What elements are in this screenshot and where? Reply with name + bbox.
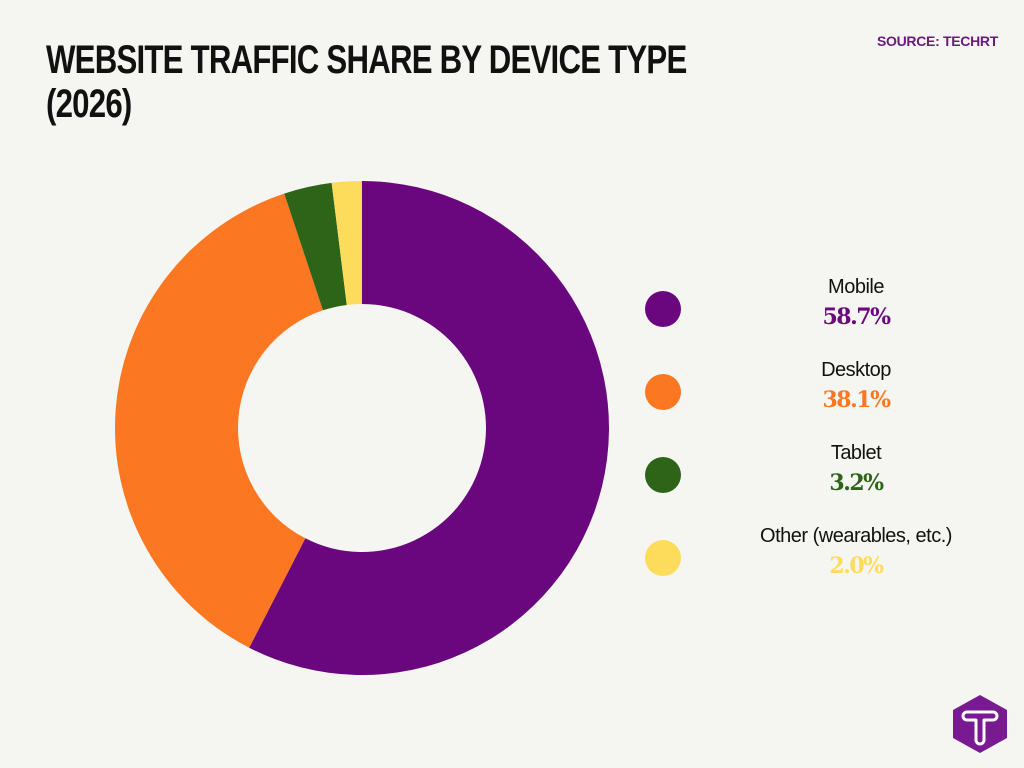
donut-segment-tablet (284, 182, 347, 311)
legend-value: 58.7% (822, 304, 892, 330)
brand-logo-icon (953, 695, 1007, 753)
legend: Mobile 58.7% Desktop 38.1% Tablet 3.2% O… (640, 272, 952, 604)
legend-value: 3.2% (829, 470, 884, 496)
chart-title: WEBSITE TRAFFIC SHARE BY DEVICE TYPE (20… (46, 38, 717, 126)
chart-title-line2: (2026) (46, 82, 132, 126)
source-label: SOURCE: TECHRT (876, 33, 998, 49)
legend-item-mobile: Mobile 58.7% (640, 272, 950, 355)
legend-swatch-other (645, 540, 681, 576)
legend-value: 2.0% (829, 553, 884, 579)
legend-value: 38.1% (822, 387, 892, 413)
legend-label: Tablet (830, 442, 882, 464)
legend-item-desktop: Desktop 38.1% (640, 355, 950, 438)
donut-segment-other (331, 181, 362, 305)
legend-label: Desktop (821, 359, 891, 381)
legend-item-tablet: Tablet 3.2% (640, 438, 950, 521)
legend-swatch-desktop (645, 374, 681, 410)
donut-segment-desktop (114, 193, 323, 648)
chart-title-line1: WEBSITE TRAFFIC SHARE BY DEVICE TYPE (46, 38, 687, 82)
donut-segment-mobile (249, 181, 609, 675)
legend-swatch-tablet (645, 457, 681, 493)
legend-label: Other (wearables, etc.) (760, 525, 952, 547)
legend-item-other: Other (wearables, etc.) 2.0% (640, 521, 952, 604)
legend-swatch-mobile (645, 291, 681, 327)
legend-label: Mobile (828, 276, 884, 298)
